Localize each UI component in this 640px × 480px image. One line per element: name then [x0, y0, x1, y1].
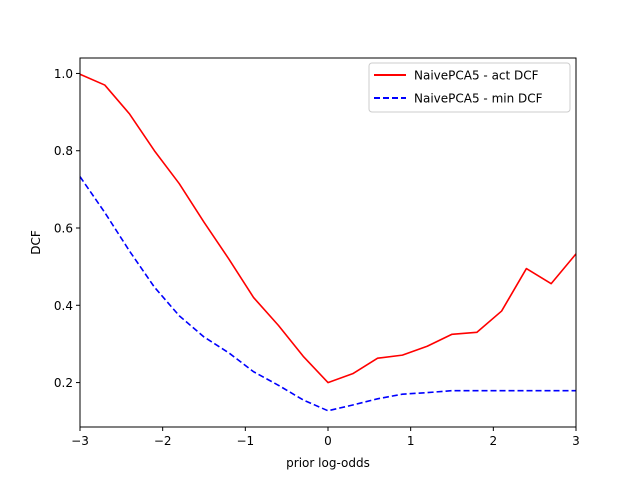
- y-tick-label: 0.4: [54, 299, 73, 313]
- legend-label-act-dcf: NaivePCA5 - act DCF: [414, 69, 539, 83]
- x-tick-label: 0: [324, 434, 332, 448]
- y-tick-label: 0.2: [54, 376, 73, 390]
- x-tick-label: 3: [572, 434, 580, 448]
- x-tick-label: 2: [490, 434, 498, 448]
- x-axis: −3 −2 −1 0 1 2 3: [71, 427, 580, 448]
- y-axis: 0.2 0.4 0.6 0.8 1.0: [54, 67, 80, 390]
- x-axis-label: prior log-odds: [286, 456, 370, 470]
- x-tick-label: −1: [236, 434, 254, 448]
- x-tick-label: −3: [71, 434, 89, 448]
- legend: NaivePCA5 - act DCF NaivePCA5 - min DCF: [368, 62, 571, 113]
- legend-label-min-dcf: NaivePCA5 - min DCF: [414, 92, 543, 106]
- y-tick-label: 0.8: [54, 144, 73, 158]
- y-tick-label: 1.0: [54, 67, 73, 81]
- legend-box: [368, 62, 571, 113]
- series-line-0: [79, 73, 577, 384]
- series-layer: [79, 73, 577, 412]
- x-tick-label: −2: [154, 434, 172, 448]
- y-axis-label: DCF: [29, 230, 43, 255]
- x-tick-label: 1: [407, 434, 415, 448]
- series-line-1: [79, 176, 576, 412]
- y-tick-label: 0.6: [54, 222, 73, 236]
